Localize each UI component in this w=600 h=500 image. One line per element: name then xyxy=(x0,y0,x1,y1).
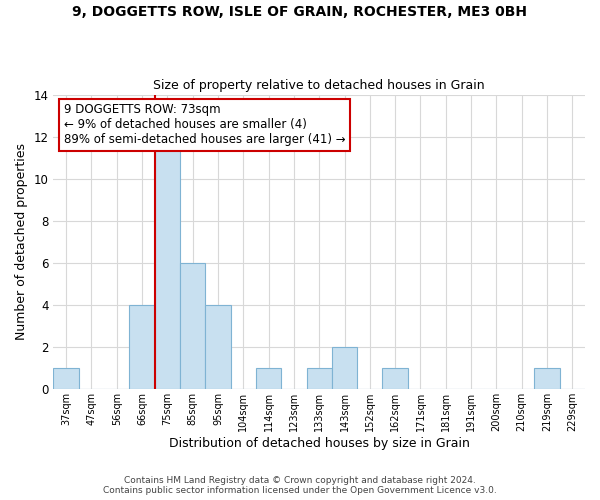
Bar xyxy=(332,347,357,390)
Text: 9, DOGGETTS ROW, ISLE OF GRAIN, ROCHESTER, ME3 0BH: 9, DOGGETTS ROW, ISLE OF GRAIN, ROCHESTE… xyxy=(73,5,527,19)
Title: Size of property relative to detached houses in Grain: Size of property relative to detached ho… xyxy=(154,79,485,92)
Bar xyxy=(130,305,155,390)
Bar xyxy=(155,136,180,390)
Bar xyxy=(256,368,281,390)
Bar xyxy=(307,368,332,390)
Bar xyxy=(53,368,79,390)
Text: 9 DOGGETTS ROW: 73sqm
← 9% of detached houses are smaller (4)
89% of semi-detach: 9 DOGGETTS ROW: 73sqm ← 9% of detached h… xyxy=(64,104,346,146)
Bar xyxy=(180,263,205,390)
Bar xyxy=(382,368,408,390)
Text: Contains HM Land Registry data © Crown copyright and database right 2024.
Contai: Contains HM Land Registry data © Crown c… xyxy=(103,476,497,495)
Y-axis label: Number of detached properties: Number of detached properties xyxy=(15,144,28,340)
X-axis label: Distribution of detached houses by size in Grain: Distribution of detached houses by size … xyxy=(169,437,470,450)
Bar xyxy=(535,368,560,390)
Bar xyxy=(205,305,230,390)
